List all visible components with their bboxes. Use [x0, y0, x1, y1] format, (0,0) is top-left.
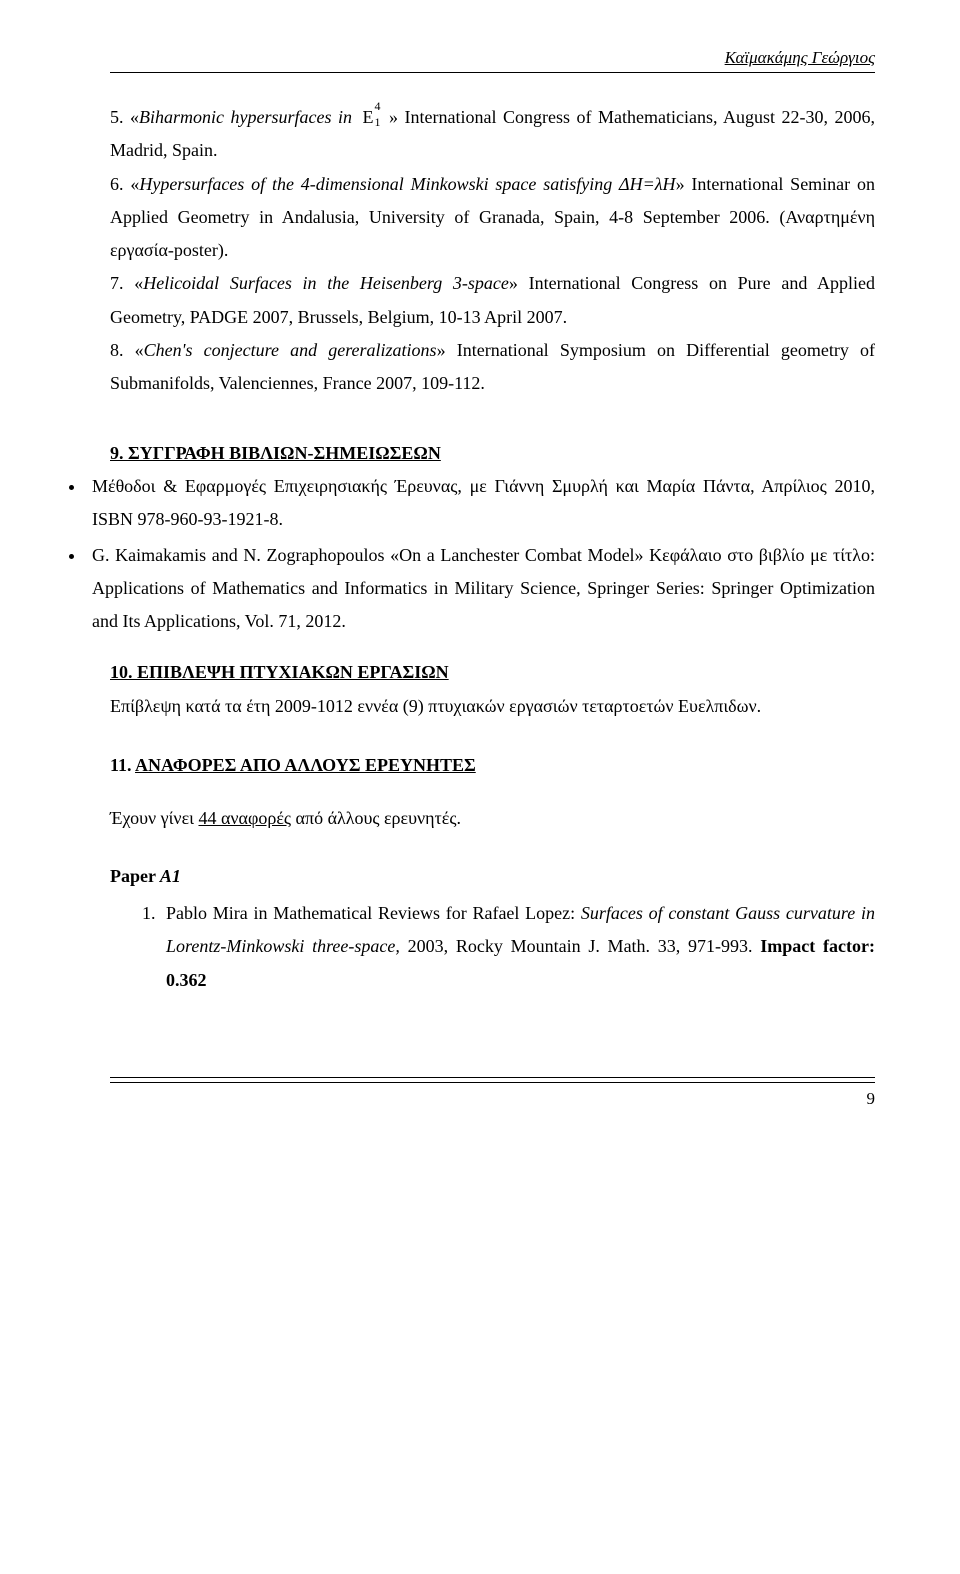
item8-prefix: 8. «	[110, 340, 144, 360]
section-11-heading: 11. ΑΝΑΦΟΡΕΣ ΑΠΟ ΑΛΛΟΥΣ ΕΡΕΥΝΗΤΕΣ	[110, 749, 875, 782]
header-author: Καϊμακάμης Γεώργιος	[110, 48, 875, 72]
section-10-body: Επίβλεψη κατά τα έτη 2009-1012 εννέα (9)…	[110, 690, 875, 723]
list-item-8: 8. «Chen's conjecture and gereralization…	[110, 334, 875, 401]
section-11-body: Έχουν γίνει 44 αναφορές από άλλους ερευν…	[110, 802, 875, 835]
item6-prefix: 6. «	[110, 174, 139, 194]
paper-label: Paper A1	[110, 860, 875, 893]
header-rule	[110, 72, 875, 73]
item7-prefix: 7. «	[110, 273, 143, 293]
item5-symbol: E41	[359, 101, 383, 134]
sec11-title: ΑΝΑΦΟΡΕΣ ΑΠΟ ΑΛΛΟΥΣ ΕΡΕΥΝΗΤΕΣ	[135, 755, 476, 775]
bullet-item-2: G. Kaimakamis and N. Zographopoulos «On …	[86, 539, 875, 639]
bullet-item-1: Μέθοδοι & Εφαρμογές Επιχειρησιακής Έρευν…	[86, 470, 875, 537]
list-item-5: 5. «Biharmonic hypersurfaces in E41 » In…	[110, 101, 875, 168]
paper-word: Paper	[110, 866, 156, 886]
sec11-count: 44 αναφορές	[198, 808, 291, 828]
sec11-b: από άλλους ερευνητές.	[291, 808, 461, 828]
paper-code: A1	[156, 866, 181, 886]
sec11-num: 11.	[110, 755, 135, 775]
paper-ref-1: Pablo Mira in Mathematical Reviews for R…	[160, 897, 875, 997]
sym-base: E	[363, 101, 374, 134]
section-9-heading: 9. ΣΥΓΓΡΑΦΗ ΒΙΒΛΙΩΝ-ΣΗΜΕΙΩΣΕΩΝ	[110, 437, 875, 470]
p1-b: 2003, Rocky Mountain J. Math. 33, 971-99…	[400, 936, 760, 956]
item7-title: Helicoidal Surfaces in the Heisenberg 3-…	[143, 273, 509, 293]
list-item-6: 6. «Hypersurfaces of the 4-dimensional M…	[110, 168, 875, 268]
item5-prefix: 5. «	[110, 107, 139, 127]
footer-rule: 9	[110, 1077, 875, 1109]
section-10-heading: 10. ΕΠΙΒΛΕΨΗ ΠΤΥΧΙΑΚΩΝ ΕΡΓΑΣΙΩΝ	[110, 656, 875, 689]
footer-rule-2	[110, 1082, 875, 1083]
list-item-7: 7. «Helicoidal Surfaces in the Heisenber…	[110, 267, 875, 334]
item5-title: Biharmonic hypersurfaces in	[139, 107, 352, 127]
p1-a: Pablo Mira in Mathematical Reviews for R…	[166, 903, 581, 923]
item6-title: Hypersurfaces of the 4-dimensional Minko…	[139, 174, 675, 194]
sym-sub: 1	[375, 111, 381, 133]
page-number: 9	[110, 1089, 875, 1109]
sec11-a: Έχουν γίνει	[110, 808, 198, 828]
item8-title: Chen's conjecture and gereralizations	[144, 340, 437, 360]
